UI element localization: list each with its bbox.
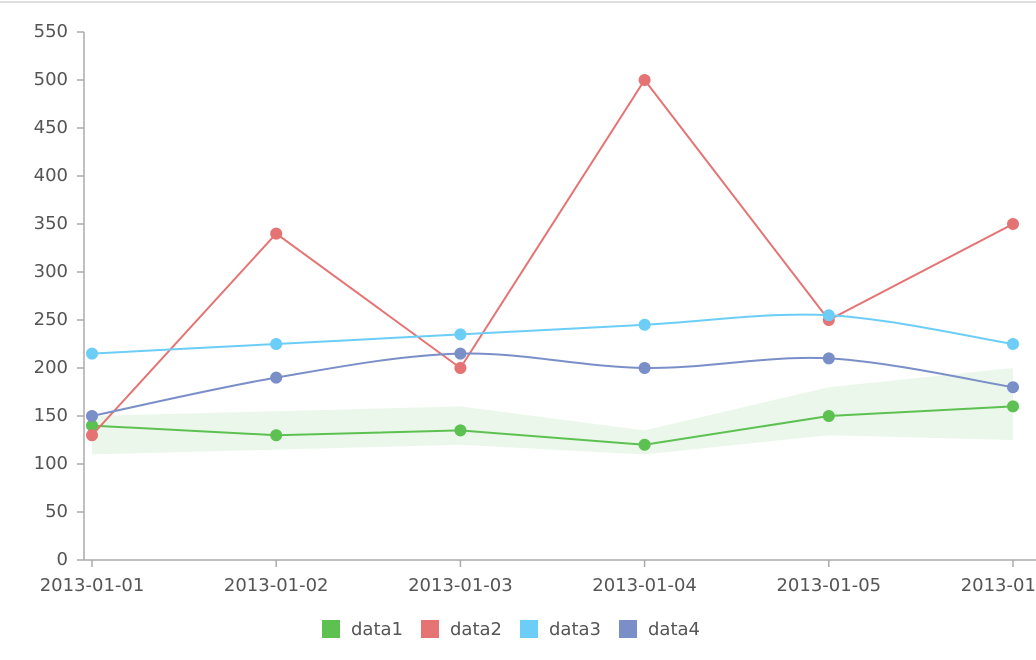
legend-swatch[interactable] [520,620,538,638]
data-point [86,429,98,442]
legend-swatch[interactable] [421,620,439,638]
y-tick-label: 250 [34,309,68,330]
y-tick-label: 400 [34,165,68,186]
data-point [638,318,651,331]
series-line [91,78,1014,436]
y-tick-label: 150 [34,405,68,426]
y-tick-label: 100 [34,453,68,474]
data-point [638,74,651,86]
data-point [822,309,835,322]
series-line [91,405,1014,446]
y-tick-label: 550 [34,21,68,42]
data-point [86,347,98,360]
legend-swatch[interactable] [619,620,637,638]
data-point [270,371,283,384]
y-tick-label: 300 [34,261,68,282]
data-point [638,362,651,374]
legend-label[interactable]: data4 [648,619,700,640]
y-tick-label: 450 [34,117,68,138]
data-point [86,419,98,432]
data-point [454,362,467,374]
x-tick-label: 2013-01-02 [224,575,329,596]
x-tick-label: 2013-01-03 [408,575,513,596]
data-point [822,352,835,365]
data-point [1007,338,1019,350]
y-tick-label: 50 [45,501,68,522]
data-point [454,328,467,341]
data-point [270,429,283,442]
legend-swatch[interactable] [322,620,340,638]
y-tick-label: 0 [57,549,68,570]
legend-label[interactable]: data1 [351,619,403,640]
y-tick-label: 350 [34,213,68,234]
data-point [270,227,283,240]
data-point [270,338,283,350]
legend-label[interactable]: data2 [450,619,502,640]
x-tick-label: 2013-01-05 [776,575,881,596]
data-point [1007,381,1019,394]
x-tick-label: 2013-01-06 [961,575,1036,596]
series-line [91,313,1014,355]
legend-label[interactable]: data3 [549,619,601,640]
data-point [86,410,98,422]
y-tick-label: 200 [34,357,68,378]
data-point [822,410,835,422]
range-band [92,368,1013,455]
data-point [454,347,467,360]
series-line [91,352,1014,417]
x-tick-label: 2013-01-01 [40,575,145,596]
x-tick-label: 2013-01-04 [592,575,697,596]
data-point [1007,400,1019,413]
data-point [638,438,651,451]
y-tick-label: 500 [34,69,68,90]
data-point [454,424,467,437]
data-point [1007,218,1019,230]
